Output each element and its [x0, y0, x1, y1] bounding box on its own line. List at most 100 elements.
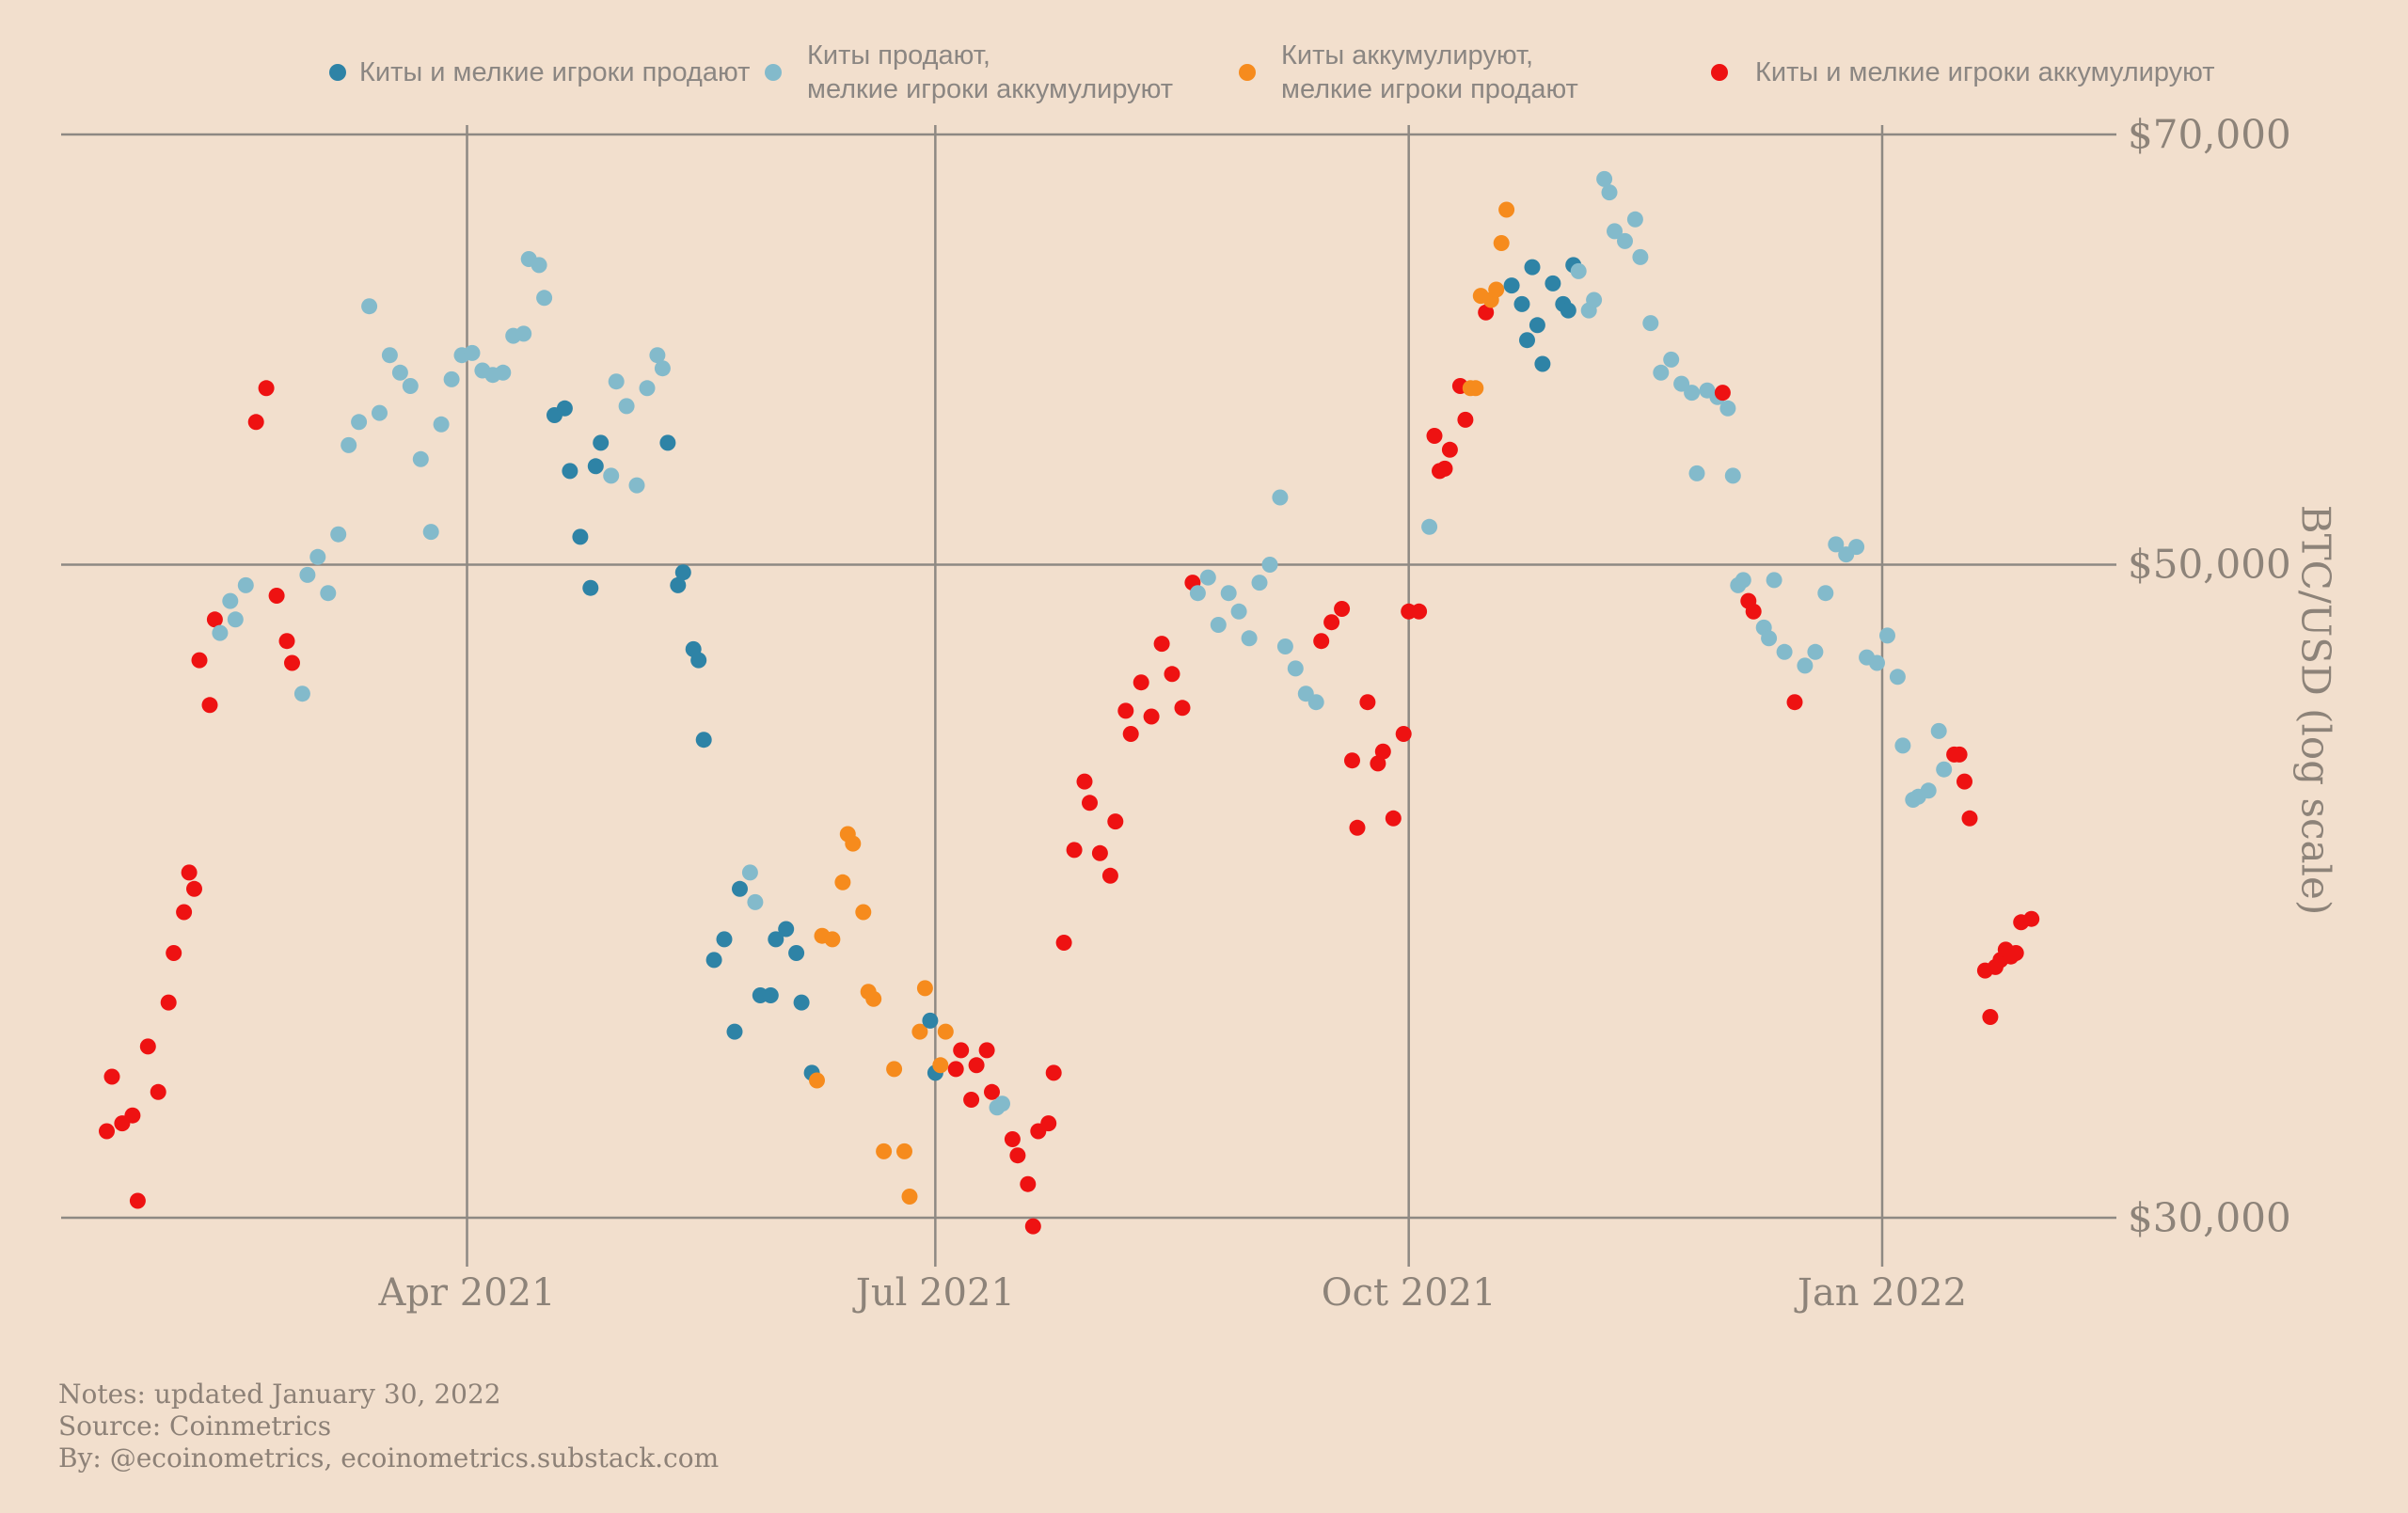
- data-point-whales-sell-small-accumulate: [603, 467, 620, 484]
- data-point-whales-sell-small-accumulate: [1653, 364, 1670, 381]
- data-point-both-accumulate: [1101, 867, 1118, 884]
- data-point-whales-sell-small-accumulate: [222, 592, 239, 609]
- data-point-both-accumulate: [160, 994, 177, 1011]
- data-point-both-sell: [705, 952, 722, 969]
- data-point-whales-accumulate-small-sell: [911, 1023, 928, 1040]
- data-point-whales-sell-small-accumulate: [1869, 654, 1885, 671]
- data-point-both-accumulate: [1066, 842, 1083, 859]
- data-point-both-sell: [1524, 259, 1541, 276]
- data-point-both-accumulate: [963, 1092, 980, 1108]
- legend-dot-whales-accumulate-small-sell: [1239, 64, 1256, 81]
- chart-notes: Notes: updated January 30, 2022 Source: …: [58, 1379, 719, 1474]
- legend-label-both-sell: Киты и мелкие игроки продают: [359, 57, 751, 87]
- data-point-whales-sell-small-accumulate: [1688, 465, 1705, 481]
- data-point-whales-sell-small-accumulate: [741, 864, 758, 881]
- data-point-both-accumulate: [1745, 603, 1762, 620]
- data-point-whales-accumulate-small-sell: [901, 1189, 918, 1205]
- data-point-whales-accumulate-small-sell: [916, 980, 933, 997]
- x-tick-label: Jul 2021: [855, 1271, 1015, 1315]
- data-point-whales-sell-small-accumulate: [412, 450, 429, 467]
- data-point-whales-sell-small-accumulate: [1807, 643, 1824, 660]
- data-point-whales-sell-small-accumulate: [1719, 400, 1736, 417]
- data-point-whales-sell-small-accumulate: [747, 893, 764, 910]
- data-point-whales-sell-small-accumulate: [1626, 211, 1643, 228]
- data-point-whales-sell-small-accumulate: [1586, 292, 1603, 308]
- data-point-whales-accumulate-small-sell: [855, 904, 872, 921]
- data-point-both-accumulate: [206, 611, 223, 628]
- data-point-whales-sell-small-accumulate: [212, 624, 229, 641]
- data-point-whales-sell-small-accumulate: [1276, 638, 1293, 654]
- data-point-whales-sell-small-accumulate: [351, 414, 368, 431]
- data-point-both-accumulate: [247, 414, 264, 431]
- data-point-whales-sell-small-accumulate: [391, 364, 408, 381]
- data-point-whales-sell-small-accumulate: [1199, 569, 1216, 586]
- data-point-both-accumulate: [268, 588, 285, 604]
- data-point-whales-sell-small-accumulate: [1797, 657, 1814, 674]
- y-tick-label: $30,000: [2128, 1194, 2291, 1241]
- data-point-whales-sell-small-accumulate: [654, 360, 671, 377]
- data-point-both-sell: [572, 528, 589, 545]
- legend-label-whales-accumulate-small-sell: Киты аккумулируют, мелкие игроки продают: [1281, 40, 1578, 104]
- data-point-both-accumulate: [1082, 795, 1098, 812]
- data-point-whales-sell-small-accumulate: [1761, 630, 1778, 647]
- data-point-whales-sell-small-accumulate: [495, 364, 512, 381]
- data-point-both-sell: [778, 921, 795, 938]
- data-point-whales-sell-small-accumulate: [1570, 262, 1587, 279]
- data-point-both-accumulate: [186, 880, 202, 897]
- legend-dot-whales-sell-small-accumulate: [765, 64, 782, 81]
- data-point-whales-sell-small-accumulate: [1889, 669, 1906, 686]
- data-point-whales-sell-small-accumulate: [1642, 315, 1659, 332]
- data-point-whales-accumulate-small-sell: [1467, 380, 1484, 397]
- data-point-both-sell: [1534, 355, 1551, 372]
- data-point-whales-sell-small-accumulate: [649, 347, 666, 364]
- data-point-both-accumulate: [1982, 1009, 1999, 1025]
- data-point-both-accumulate: [1313, 633, 1330, 650]
- x-tick-label: Apr 2021: [378, 1271, 556, 1315]
- data-point-whales-sell-small-accumulate: [309, 548, 326, 565]
- data-point-whales-sell-small-accumulate: [341, 436, 357, 453]
- data-point-both-accumulate: [1076, 773, 1093, 790]
- data-point-both-accumulate: [1164, 666, 1180, 683]
- data-point-both-accumulate: [1153, 636, 1170, 653]
- data-point-both-sell: [556, 400, 573, 417]
- data-point-both-accumulate: [1426, 428, 1443, 444]
- data-point-both-accumulate: [1714, 385, 1731, 402]
- data-point-both-accumulate: [103, 1068, 120, 1085]
- data-point-whales-accumulate-small-sell: [809, 1072, 825, 1089]
- data-point-whales-sell-small-accumulate: [536, 290, 553, 307]
- data-point-whales-sell-small-accumulate: [1828, 536, 1845, 553]
- data-point-both-accumulate: [166, 945, 182, 961]
- data-point-both-accumulate: [1951, 746, 1968, 763]
- data-point-whales-sell-small-accumulate: [628, 477, 645, 494]
- data-point-both-sell: [1513, 295, 1530, 312]
- data-point-both-accumulate: [201, 697, 218, 714]
- data-point-whales-accumulate-small-sell: [865, 990, 882, 1007]
- data-point-whales-accumulate-small-sell: [1493, 235, 1510, 251]
- data-point-both-accumulate: [1385, 810, 1402, 827]
- data-point-both-accumulate: [2023, 910, 2040, 927]
- data-point-both-sell: [716, 931, 733, 948]
- legend-dot-both-sell: [329, 64, 346, 81]
- data-point-whales-sell-small-accumulate: [1421, 518, 1438, 535]
- data-point-whales-sell-small-accumulate: [1241, 630, 1258, 647]
- data-point-both-accumulate: [278, 633, 295, 650]
- data-point-both-sell: [1503, 277, 1520, 294]
- data-point-whales-sell-small-accumulate: [1848, 539, 1865, 556]
- data-point-both-accumulate: [1323, 614, 1340, 631]
- data-point-whales-sell-small-accumulate: [1766, 572, 1782, 589]
- data-point-both-accumulate: [1395, 726, 1412, 742]
- notes-line: Notes: updated January 30, 2022: [58, 1379, 501, 1410]
- data-point-whales-sell-small-accumulate: [1663, 351, 1680, 368]
- data-point-both-sell: [793, 994, 810, 1011]
- data-point-both-accumulate: [1436, 460, 1453, 477]
- data-point-both-accumulate: [181, 864, 198, 881]
- data-point-both-accumulate: [1091, 844, 1108, 861]
- data-point-whales-sell-small-accumulate: [402, 378, 419, 394]
- data-point-both-accumulate: [1024, 1218, 1041, 1235]
- data-point-both-sell: [1560, 302, 1576, 319]
- data-point-both-accumulate: [1374, 743, 1391, 760]
- data-point-whales-sell-small-accumulate: [1220, 585, 1237, 602]
- data-point-whales-sell-small-accumulate: [515, 325, 532, 342]
- data-point-whales-accumulate-small-sell: [824, 931, 841, 948]
- data-point-whales-sell-small-accumulate: [227, 611, 244, 628]
